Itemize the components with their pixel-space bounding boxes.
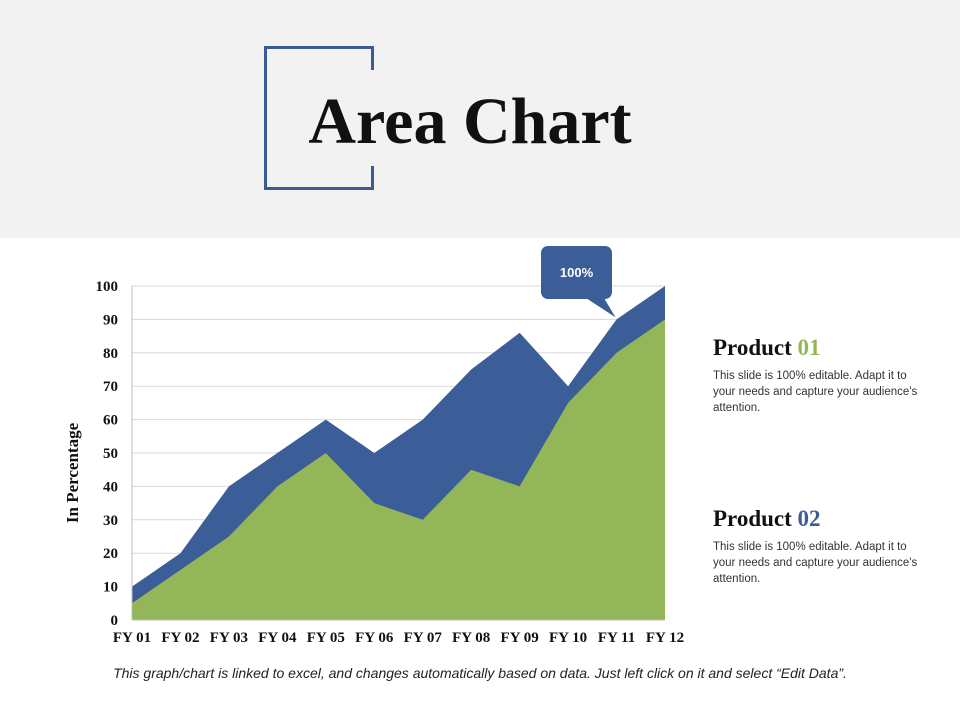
title-bracket-tick-bottom: [371, 166, 374, 190]
x-tick-label: FY 02: [161, 630, 199, 646]
y-tick-label: 10: [103, 580, 118, 596]
callout-bubble: [541, 246, 612, 299]
y-tick-label: 0: [111, 613, 119, 629]
y-tick-label: 20: [103, 546, 118, 562]
legend-title-product-02: Product 02: [713, 505, 933, 533]
x-tick-label: FY 07: [404, 630, 443, 646]
callout-label: 100%: [560, 265, 594, 280]
x-tick-label: FY 09: [501, 630, 539, 646]
value-callout: 100%: [541, 246, 616, 318]
legend-number: 02: [797, 506, 821, 531]
legend-item-product-01: Product 01 This slide is 100% editable. …: [713, 334, 933, 416]
area-series: [132, 286, 665, 620]
tick-labels: 0 10 20 30 40 50 60 70 80 90 100 FY 01 FY 02 FY 03 FY …: [96, 279, 685, 646]
y-tick-label: 100: [96, 279, 119, 295]
x-tick-label: FY 11: [598, 630, 635, 646]
title-bracket-tick-top: [371, 46, 374, 70]
x-tick-label: FY 05: [307, 630, 345, 646]
area-product-01: [132, 319, 665, 620]
title-bracket: [264, 46, 374, 190]
footer-note: This graph/chart is linked to excel, and…: [113, 665, 847, 681]
x-tick-label: FY 12: [646, 630, 684, 646]
y-tick-label: 90: [103, 312, 118, 328]
callout-pointer: [586, 298, 616, 318]
legend-label: Product: [713, 335, 792, 360]
page-title: Area Chart: [308, 85, 632, 158]
legend-item-product-02: Product 02 This slide is 100% editable. …: [713, 505, 933, 587]
legend-description: This slide is 100% editable. Adapt it to…: [713, 370, 918, 414]
y-tick-label: 60: [103, 413, 118, 429]
header-band: [0, 0, 960, 238]
axes: [131, 286, 665, 621]
y-axis-label: In Percentage: [63, 422, 82, 523]
y-tick-label: 50: [103, 446, 118, 462]
y-tick-label: 30: [103, 513, 118, 529]
legend-title-product-01: Product 01: [713, 334, 933, 362]
x-tick-label: FY 06: [355, 630, 394, 646]
legend-label: Product: [713, 506, 792, 531]
y-tick-label: 70: [103, 379, 118, 395]
y-tick-label: 80: [103, 346, 118, 362]
y-tick-label: 40: [103, 479, 118, 495]
x-tick-label: FY 03: [210, 630, 248, 646]
x-tick-label: FY 08: [452, 630, 490, 646]
x-tick-label: FY 04: [258, 630, 297, 646]
legend-number: 01: [797, 335, 821, 360]
x-tick-label: FY 10: [549, 630, 587, 646]
legend-description: This slide is 100% editable. Adapt it to…: [713, 541, 918, 585]
x-tick-label: FY 01: [113, 630, 151, 646]
